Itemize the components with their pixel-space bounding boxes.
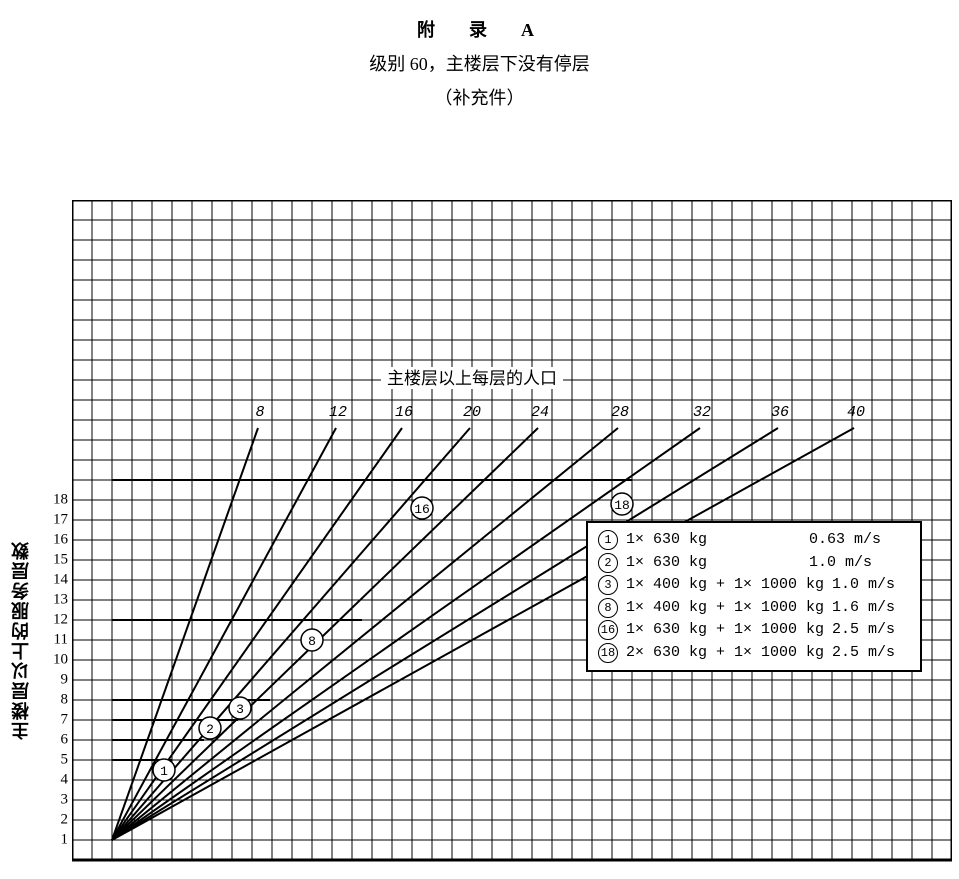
legend-speed: 0.63 m/s — [809, 529, 881, 552]
y-tick: 3 — [61, 792, 69, 809]
svg-text:40: 40 — [847, 404, 865, 421]
header-block: 附 录 A 级别 60，主楼层下没有停层 （补充件） — [0, 0, 959, 110]
y-tick: 7 — [61, 712, 69, 729]
legend-row: 1 1× 630 kg 0.63 m/s — [598, 529, 910, 552]
title-line-1: 附 录 A — [0, 16, 959, 42]
y-tick: 13 — [53, 592, 68, 609]
y-tick: 2 — [61, 812, 69, 829]
series-labels: 8 12 16 20 24 28 32 36 40 — [255, 404, 865, 421]
svg-text:16: 16 — [414, 502, 430, 517]
svg-text:12: 12 — [329, 404, 347, 421]
y-tick: 8 — [61, 692, 69, 709]
y-tick: 4 — [61, 772, 69, 789]
legend-spec: 2× 630 kg + 1× 1000 kg — [626, 642, 824, 665]
svg-text:18: 18 — [614, 498, 630, 513]
svg-text:8: 8 — [255, 404, 264, 421]
legend-num-circle: 18 — [598, 643, 618, 663]
title-line-2: 级别 60，主楼层下没有停层 — [0, 50, 959, 76]
legend-spec: 1× 630 kg — [626, 552, 801, 575]
y-tick: 10 — [53, 652, 68, 669]
y-tick: 16 — [53, 532, 68, 549]
svg-text:16: 16 — [395, 404, 413, 421]
svg-text:24: 24 — [531, 404, 549, 421]
legend-row: 8 1× 400 kg + 1× 1000 kg 1.6 m/s — [598, 597, 910, 620]
y-axis-ticks: 123456789101112131415161718 — [42, 200, 70, 870]
y-tick: 18 — [53, 492, 68, 509]
y-tick: 12 — [53, 612, 68, 629]
legend-box: 1 1× 630 kg 0.63 m/s 2 1× 630 kg 1.0 m/s 3 1× 4… — [586, 521, 922, 672]
inner-title: 主楼层以上每层的人口 — [387, 369, 557, 388]
svg-text:1: 1 — [160, 764, 168, 779]
svg-text:32: 32 — [693, 404, 711, 421]
legend-row: 16 1× 630 kg + 1× 1000 kg 2.5 m/s — [598, 619, 910, 642]
legend-speed: 2.5 m/s — [832, 642, 895, 665]
y-tick: 14 — [53, 572, 68, 589]
svg-text:28: 28 — [611, 404, 629, 421]
title-line-3: （补充件） — [0, 84, 959, 110]
y-tick: 15 — [53, 552, 68, 569]
svg-text:20: 20 — [463, 404, 481, 421]
legend-speed: 1.6 m/s — [832, 597, 895, 620]
y-tick: 17 — [53, 512, 68, 529]
legend-spec: 1× 630 kg + 1× 1000 kg — [626, 619, 824, 642]
y-tick: 5 — [61, 752, 69, 769]
y-tick: 6 — [61, 732, 69, 749]
y-tick: 11 — [54, 632, 68, 649]
y-tick: 1 — [61, 832, 69, 849]
legend-spec: 1× 400 kg + 1× 1000 kg — [626, 597, 824, 620]
legend-num-circle: 1 — [598, 530, 618, 550]
legend-num-circle: 8 — [598, 598, 618, 618]
svg-text:8: 8 — [308, 634, 316, 649]
svg-text:36: 36 — [771, 404, 789, 421]
circle-marks: 12381618 — [153, 493, 633, 781]
svg-text:3: 3 — [236, 702, 244, 717]
legend-speed: 2.5 m/s — [832, 619, 895, 642]
legend-spec: 1× 400 kg + 1× 1000 kg — [626, 574, 824, 597]
legend-row: 3 1× 400 kg + 1× 1000 kg 1.0 m/s — [598, 574, 910, 597]
y-axis-label: 主楼层以上的服务层数 — [8, 540, 34, 740]
legend-row: 18 2× 630 kg + 1× 1000 kg 2.5 m/s — [598, 642, 910, 665]
svg-text:2: 2 — [206, 722, 214, 737]
y-tick: 9 — [61, 672, 69, 689]
legend-speed: 1.0 m/s — [809, 552, 872, 575]
legend-speed: 1.0 m/s — [832, 574, 895, 597]
legend-row: 2 1× 630 kg 1.0 m/s — [598, 552, 910, 575]
legend-spec: 1× 630 kg — [626, 529, 801, 552]
legend-num-circle: 16 — [598, 620, 618, 640]
legend-num-circle: 2 — [598, 553, 618, 573]
legend-num-circle: 3 — [598, 575, 618, 595]
